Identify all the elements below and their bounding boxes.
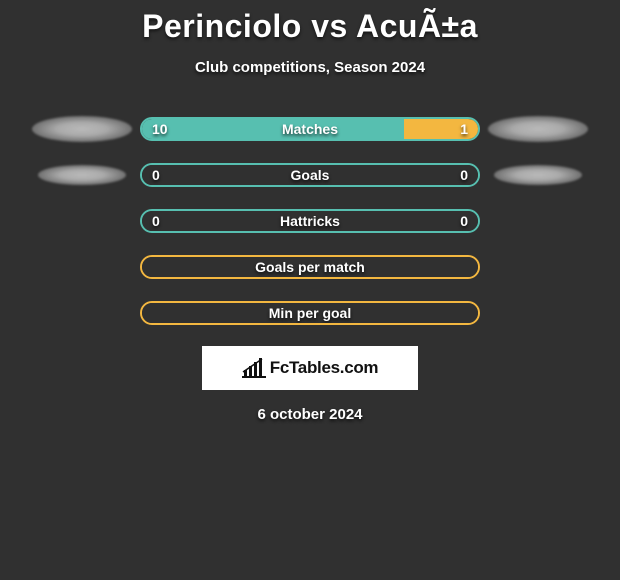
ellipse-icon — [494, 165, 582, 185]
bar-chart-icon — [242, 358, 266, 378]
brand-text: FcTables.com — [270, 358, 379, 378]
shadow-left — [32, 208, 132, 234]
bar-label: Hattricks — [280, 213, 340, 229]
row-goals-per-match: Goals per match — [0, 254, 620, 280]
bar-left-value: 0 — [142, 165, 310, 185]
row-goals: 0 0 Goals — [0, 162, 620, 188]
bar-min-per-goal: Min per goal — [140, 301, 480, 325]
shadow-left — [32, 162, 132, 188]
row-hattricks: 0 0 Hattricks — [0, 208, 620, 234]
bar-matches: 10 1 Matches — [140, 117, 480, 141]
shadow-left — [32, 300, 132, 326]
row-matches: 10 1 Matches — [0, 116, 620, 142]
bar-label: Min per goal — [269, 305, 351, 321]
date-text: 6 october 2024 — [0, 406, 620, 423]
shadow-left — [32, 116, 132, 142]
brand-box: FcTables.com — [202, 346, 418, 390]
bar-goals-per-match: Goals per match — [140, 255, 480, 279]
row-min-per-goal: Min per goal — [0, 300, 620, 326]
bar-right-value: 0 — [310, 165, 478, 185]
ellipse-icon — [38, 165, 126, 185]
bar-hattricks: 0 0 Hattricks — [140, 209, 480, 233]
shadow-right — [488, 116, 588, 142]
bar-goals: 0 0 Goals — [140, 163, 480, 187]
bar-label: Goals — [291, 167, 330, 183]
bar-label: Matches — [282, 121, 338, 137]
shadow-right — [488, 300, 588, 326]
bar-label: Goals per match — [255, 259, 365, 275]
comparison-rows: 10 1 Matches 0 0 Goals 0 0 Hattricks Goa… — [0, 116, 620, 326]
shadow-right — [488, 208, 588, 234]
ellipse-icon — [488, 116, 588, 142]
bar-right-value: 1 — [404, 119, 478, 139]
ellipse-icon — [32, 116, 132, 142]
shadow-right — [488, 162, 588, 188]
shadow-left — [32, 254, 132, 280]
bar-left-value: 10 — [142, 119, 404, 139]
page-title: Perinciolo vs AcuÃ±a — [0, 0, 620, 45]
shadow-right — [488, 254, 588, 280]
page-subtitle: Club competitions, Season 2024 — [0, 59, 620, 76]
